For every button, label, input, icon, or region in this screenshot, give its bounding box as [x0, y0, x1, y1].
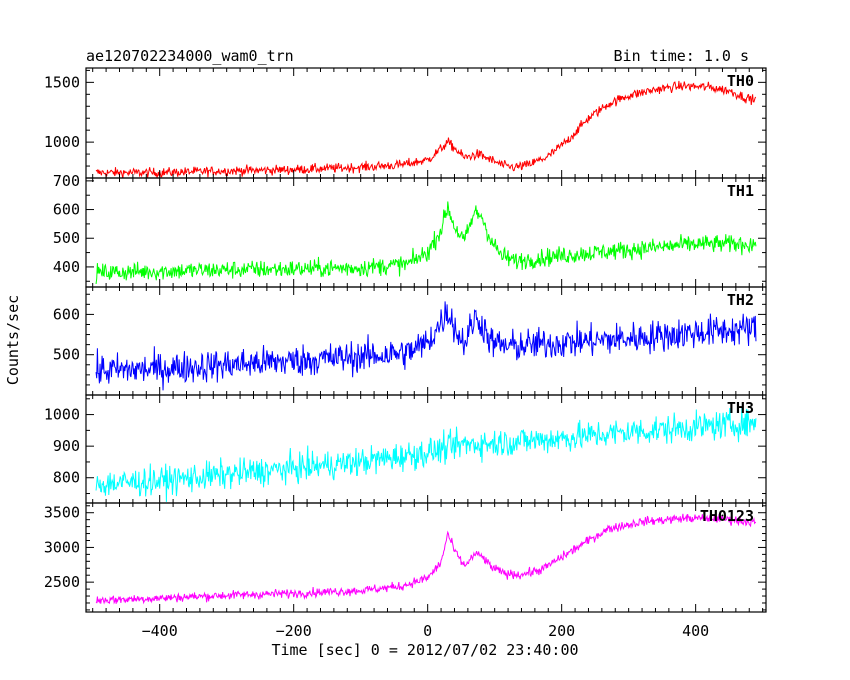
- y-tick-label: 600: [53, 305, 80, 323]
- series-line-th3: [95, 407, 757, 502]
- chart-title: ae120702234000_wam0_trn: [86, 47, 294, 65]
- y-tick-label: 1000: [44, 133, 80, 151]
- y-tick-label: 1000: [44, 406, 80, 424]
- y-tick-label: 900: [53, 437, 80, 455]
- series-label-th0123: TH0123: [700, 507, 754, 525]
- series-line-th2: [95, 301, 757, 391]
- panel-th0: 1000 1500 TH0: [44, 67, 767, 179]
- bin-time-label: Bin time: 1.0 s: [614, 47, 749, 65]
- y-tick-label: 700: [53, 172, 80, 190]
- series-label-th0: TH0: [727, 72, 754, 90]
- y-tick-label: 500: [53, 346, 80, 364]
- series-label-th1: TH1: [727, 182, 754, 200]
- panel-th1: 400 500 600 700 TH1: [53, 172, 767, 288]
- y-axis-label: Counts/sec: [4, 295, 22, 385]
- x-tick-label: −400: [142, 622, 178, 640]
- y-tick-label: 3000: [44, 538, 80, 556]
- x-tick-label: 0: [423, 622, 432, 640]
- series-line-th0123: [95, 512, 756, 605]
- x-tick-label: 200: [548, 622, 575, 640]
- y-tick-label: 800: [53, 469, 80, 487]
- y-tick-label: 3500: [44, 504, 80, 522]
- panel-th3: 800 900 1000 TH3: [44, 394, 767, 504]
- series-line-th0: [95, 80, 757, 178]
- y-tick-label: 1500: [44, 73, 80, 91]
- panel-frame: [85, 502, 767, 613]
- x-tick-label: −200: [276, 622, 312, 640]
- panel-th0123: 2500 3000 3500 TH0123: [44, 502, 767, 613]
- x-tick-label: 400: [682, 622, 709, 640]
- y-tick-label: 400: [53, 258, 80, 276]
- panel-th2: 500 600 TH2: [53, 286, 767, 396]
- series-label-th3: TH3: [727, 399, 754, 417]
- series-line-th1: [95, 201, 757, 284]
- series-label-th2: TH2: [727, 291, 754, 309]
- panel-frame: [85, 394, 767, 504]
- y-tick-label: 500: [53, 229, 80, 247]
- y-tick-label: 2500: [44, 573, 80, 591]
- x-axis-label: Time [sec] 0 = 2012/07/02 23:40:00: [271, 641, 578, 659]
- panel-frame: [85, 67, 767, 179]
- y-tick-label: 600: [53, 201, 80, 219]
- panel-frame: [85, 177, 767, 288]
